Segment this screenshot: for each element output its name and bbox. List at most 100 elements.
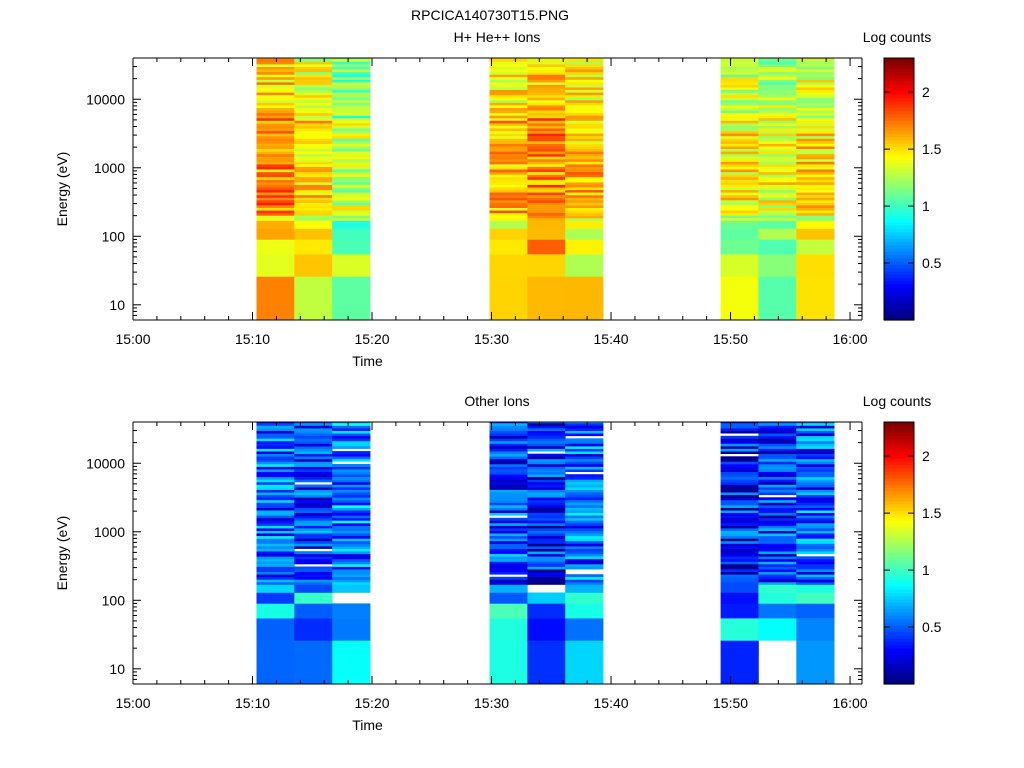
spectrogram-cell <box>758 58 797 62</box>
spectrogram-cell <box>720 422 759 426</box>
spectrogram-cell <box>527 82 566 85</box>
colorbar-swatch <box>884 530 914 534</box>
spectrogram-cell <box>565 123 604 126</box>
spectrogram-cell <box>256 435 295 439</box>
spectrogram-cell <box>565 156 604 160</box>
spectrogram-cell <box>527 446 566 449</box>
spectrogram-cell <box>489 561 528 565</box>
spectrogram-cell <box>256 254 295 277</box>
spectrogram-cell <box>294 525 333 529</box>
spectrogram-cell <box>527 69 566 73</box>
spectrogram-cell <box>332 487 371 490</box>
spectrogram-cell <box>565 120 604 124</box>
spectrogram-cell <box>796 453 835 457</box>
spectrogram-cell <box>294 166 333 170</box>
spectrogram-cell <box>294 182 333 185</box>
spectrogram-cell <box>332 517 371 521</box>
spectrogram-cell <box>796 546 835 549</box>
spectrogram-cell <box>294 146 333 149</box>
spectrogram-cell <box>294 640 333 685</box>
spectrogram-cell <box>796 197 835 201</box>
colorbar-swatch <box>884 139 914 144</box>
spectrogram-cell <box>565 176 604 180</box>
spectrogram-cell <box>796 422 835 426</box>
spectrogram-cell <box>565 499 604 503</box>
spectrogram-cell <box>796 125 835 129</box>
spectrogram-cell <box>256 97 295 101</box>
spectrogram-cell <box>489 133 528 137</box>
spectrogram-cell <box>720 220 759 229</box>
spectrogram-cell <box>796 84 835 88</box>
spectrogram-cell <box>565 135 604 139</box>
y-tick-label: 10000 <box>86 91 125 107</box>
spectrogram-cell <box>489 512 528 516</box>
spectrogram-cell <box>294 466 333 470</box>
spectrogram-cell <box>332 520 371 524</box>
spectrogram-cell <box>332 505 371 508</box>
spectrogram-cell <box>720 128 759 132</box>
spectrogram-cell <box>758 538 797 542</box>
spectrogram-cell <box>758 202 797 206</box>
spectrogram-cell <box>256 466 295 470</box>
colorbar-swatch <box>884 218 914 223</box>
colorbar-swatch <box>884 247 914 252</box>
spectrogram-cell <box>489 525 528 529</box>
spectrogram-cell <box>256 579 295 583</box>
spectrogram-cell <box>565 584 604 593</box>
spectrogram-cell <box>720 464 759 467</box>
spectrogram-cell <box>565 79 604 83</box>
spectrogram-cell <box>758 461 797 465</box>
colorbar-swatch <box>884 198 914 203</box>
spectrogram-cell <box>294 61 333 65</box>
colorbar-swatch <box>884 467 914 472</box>
spectrogram-cell <box>565 440 604 444</box>
spectrogram-cell <box>332 510 371 513</box>
spectrogram-cell <box>758 79 797 83</box>
spectrogram-cell <box>489 194 528 198</box>
colorbar-swatch <box>884 503 914 508</box>
y-axis-title: Energy (eV) <box>54 152 70 227</box>
spectrogram-cell <box>527 546 566 549</box>
spectrogram-cell <box>565 451 604 454</box>
spectrogram-cell <box>489 499 528 503</box>
spectrogram-cell <box>527 476 566 480</box>
spectrogram-cell <box>527 197 566 201</box>
spectrogram-cell <box>489 543 528 547</box>
spectrogram-cell <box>758 515 797 519</box>
spectrogram-cell <box>294 200 333 203</box>
spectrogram-cell <box>332 164 371 167</box>
spectrogram-cell <box>294 474 333 478</box>
spectrogram-cell <box>720 97 759 101</box>
spectrogram-cell <box>565 184 604 188</box>
y-tick-label: 100 <box>102 592 126 608</box>
spectrogram-cell <box>565 102 604 106</box>
spectrogram-cell <box>720 576 759 580</box>
spectrogram-cell <box>796 448 835 452</box>
spectrogram-cell <box>332 135 371 139</box>
spectrogram-cell <box>332 430 371 434</box>
spectrogram-cell <box>489 202 528 206</box>
spectrogram-cell <box>332 453 371 457</box>
colorbar-swatch <box>884 58 914 62</box>
spectrogram-cell <box>527 125 566 129</box>
spectrogram-cell <box>758 471 797 475</box>
spectrogram-cell <box>527 438 566 442</box>
spectrogram-cell <box>758 489 797 493</box>
spectrogram-cell <box>720 161 759 165</box>
spectrogram-cell <box>294 484 333 488</box>
spectrogram-cell <box>527 517 566 521</box>
spectrogram-cell <box>256 164 295 167</box>
spectrogram-cell <box>294 469 333 472</box>
spectrogram-cell <box>527 494 566 498</box>
spectrogram-cell <box>758 592 797 604</box>
colorbar-swatch <box>884 166 914 170</box>
colorbar-swatch <box>884 484 914 489</box>
spectrogram-cell <box>758 484 797 488</box>
spectrogram-cell <box>720 189 759 193</box>
spectrogram-cell <box>256 571 295 575</box>
spectrogram-cell <box>565 533 604 537</box>
spectrogram-cell <box>489 489 528 493</box>
spectrogram-cell <box>294 517 333 521</box>
spectrogram-cell <box>796 569 835 572</box>
spectrogram-cell <box>489 200 528 203</box>
